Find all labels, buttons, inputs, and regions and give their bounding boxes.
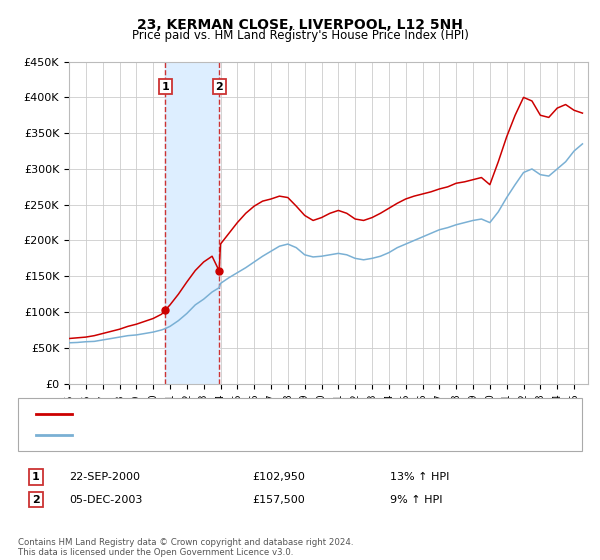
Text: Price paid vs. HM Land Registry's House Price Index (HPI): Price paid vs. HM Land Registry's House … [131,29,469,42]
Text: 23, KERMAN CLOSE, LIVERPOOL, L12 5NH (detached house): 23, KERMAN CLOSE, LIVERPOOL, L12 5NH (de… [81,409,410,418]
Text: 05-DEC-2003: 05-DEC-2003 [69,494,142,505]
Text: £102,950: £102,950 [252,472,305,482]
Text: 23, KERMAN CLOSE, LIVERPOOL, L12 5NH: 23, KERMAN CLOSE, LIVERPOOL, L12 5NH [137,18,463,32]
Text: 9% ↑ HPI: 9% ↑ HPI [390,494,443,505]
Text: 22-SEP-2000: 22-SEP-2000 [69,472,140,482]
Text: 1: 1 [161,82,169,92]
Text: Contains HM Land Registry data © Crown copyright and database right 2024.
This d: Contains HM Land Registry data © Crown c… [18,538,353,557]
Text: £157,500: £157,500 [252,494,305,505]
Text: 1: 1 [32,472,40,482]
Bar [166,62,219,384]
Text: 2: 2 [215,82,223,92]
Text: 13% ↑ HPI: 13% ↑ HPI [390,472,449,482]
Text: 2: 2 [32,494,40,505]
Text: HPI: Average price, detached house, Liverpool: HPI: Average price, detached house, Live… [81,430,334,440]
